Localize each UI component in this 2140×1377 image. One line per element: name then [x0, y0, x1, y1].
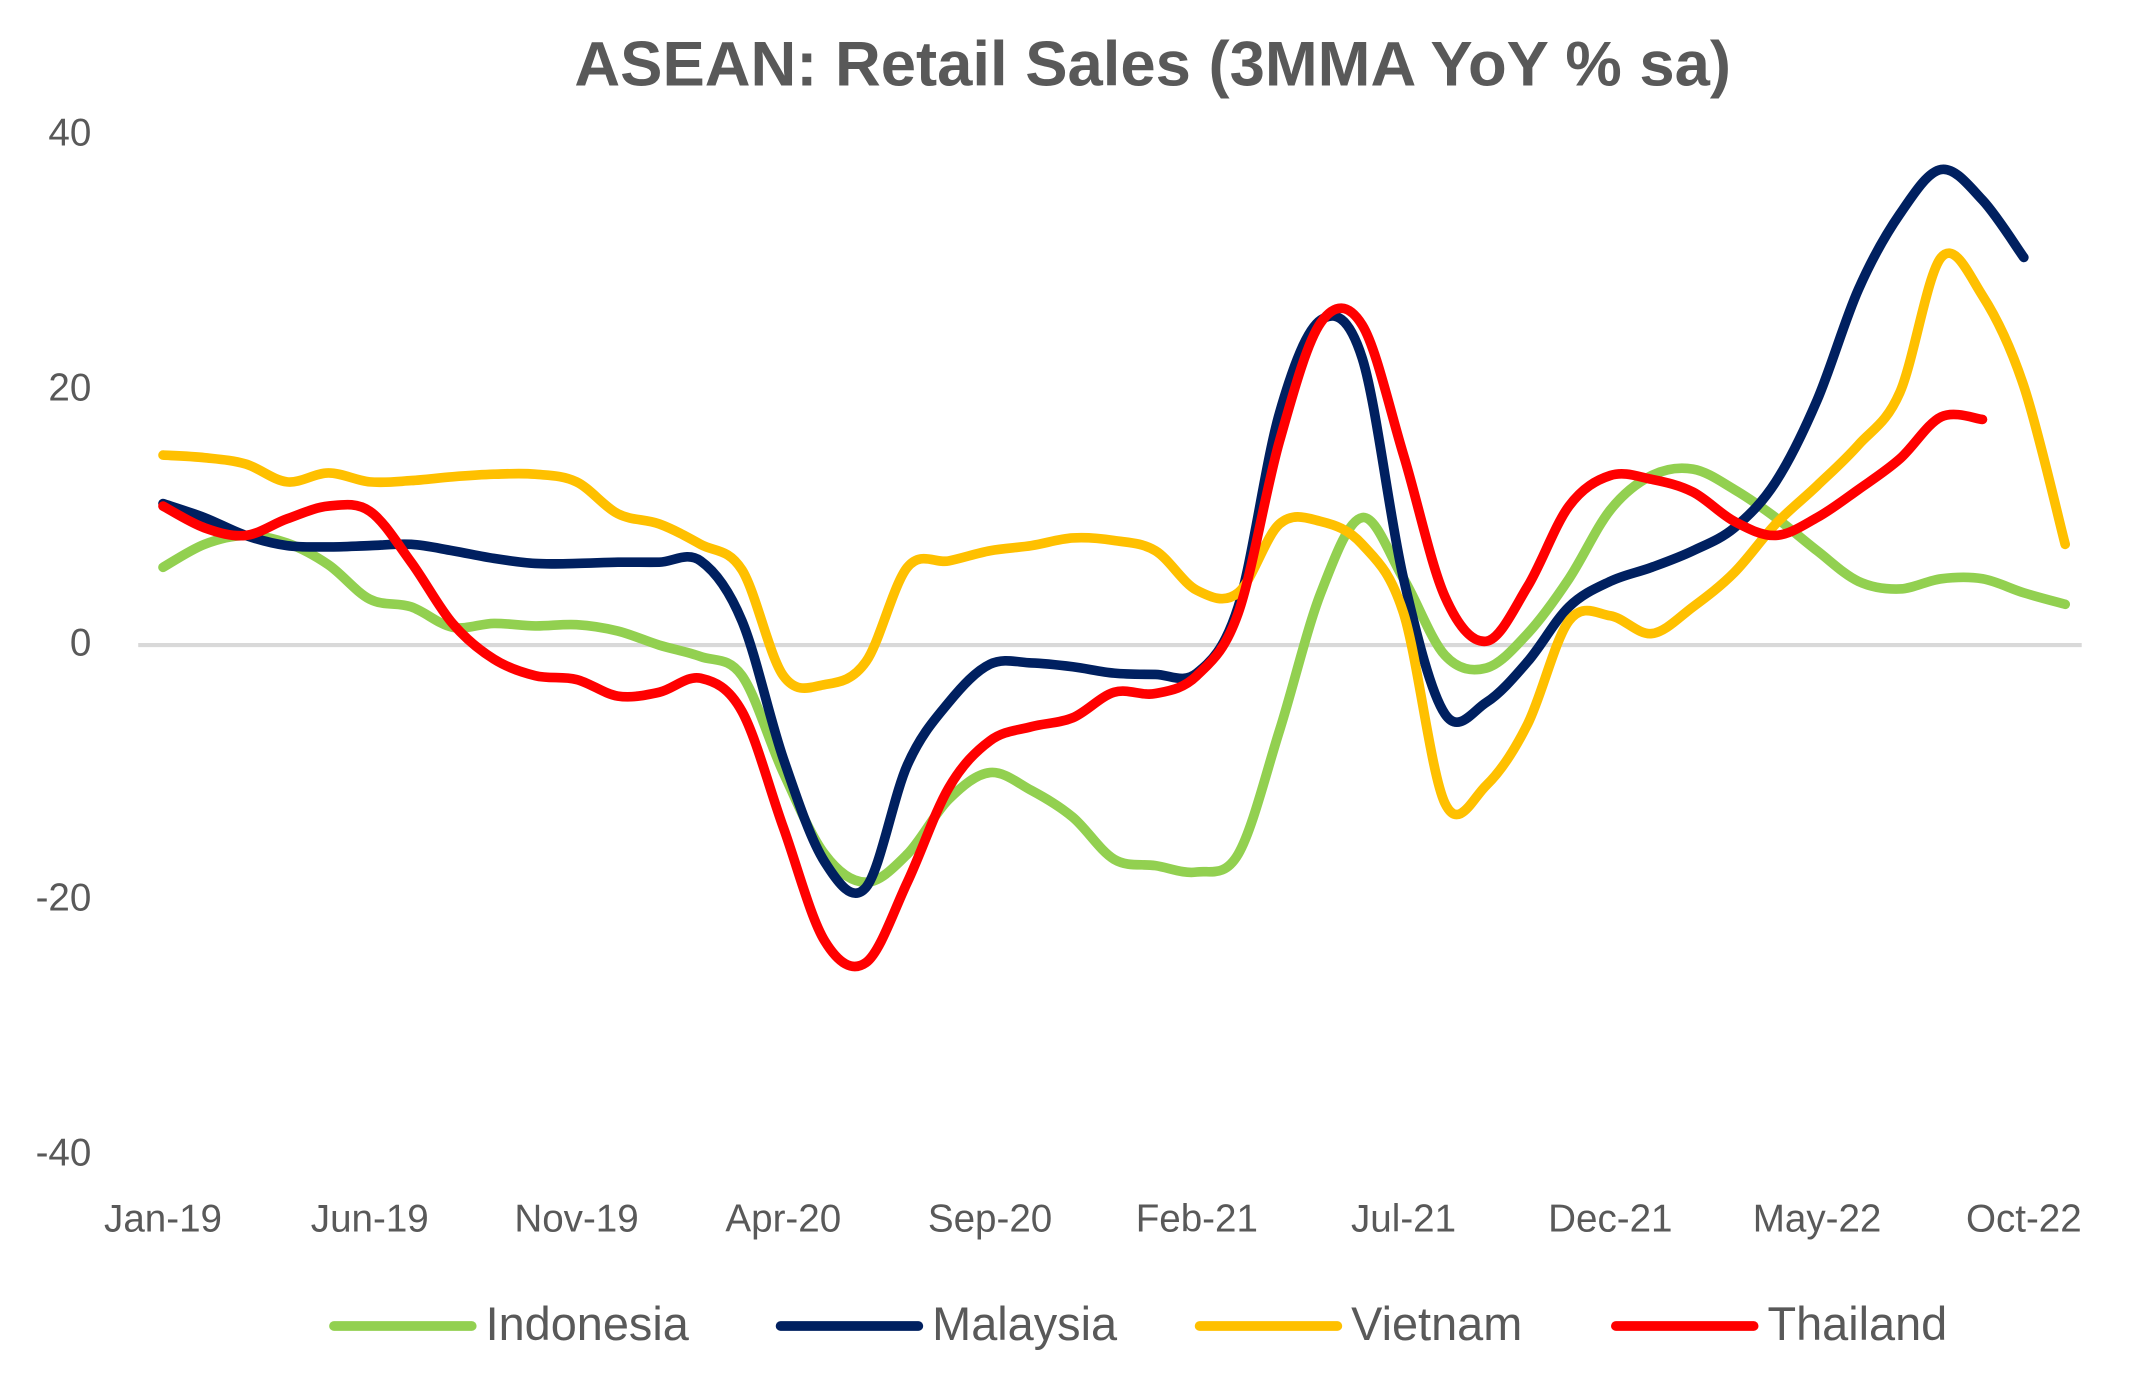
y-tick-label: -40: [36, 1131, 92, 1174]
x-tick-label: Sep-20: [928, 1197, 1052, 1240]
x-tick-label: Nov-19: [514, 1197, 638, 1240]
series-line: [158, 248, 2071, 820]
legend-label: Thailand: [1767, 1298, 1947, 1350]
y-tick-label: 0: [70, 621, 91, 664]
legend-label: Vietnam: [1351, 1298, 1522, 1350]
series-line: [158, 463, 2071, 888]
y-tick-label: -20: [36, 876, 92, 919]
x-tick-label: Feb-21: [1136, 1197, 1258, 1240]
x-tick-label: Dec-21: [1548, 1197, 1672, 1240]
plot-area: -40 -20 0 20 40 Jan-19 Jun-19 Nov-19 Apr-20 Sep-2…: [36, 111, 2082, 1240]
series-line: [158, 303, 1988, 972]
legend: Indonesia Malaysia Vietnam Thailand: [329, 1298, 1947, 1350]
x-tick-label: Jul-21: [1351, 1197, 1456, 1240]
x-tick-label: Jan-19: [104, 1197, 222, 1240]
y-tick-label: 40: [48, 111, 91, 154]
x-tick-label: Apr-20: [725, 1197, 841, 1240]
legend-label: Indonesia: [486, 1298, 690, 1350]
x-tick-label: May-22: [1753, 1197, 1882, 1240]
x-tick-label: Jun-19: [311, 1197, 429, 1240]
x-tick-label: Oct-22: [1966, 1197, 2082, 1240]
series-line: [158, 164, 2029, 898]
y-tick-label: 20: [48, 366, 91, 409]
legend-label: Malaysia: [932, 1298, 1118, 1350]
chart-title: ASEAN: Retail Sales (3MMA YoY % sa): [574, 30, 1731, 100]
